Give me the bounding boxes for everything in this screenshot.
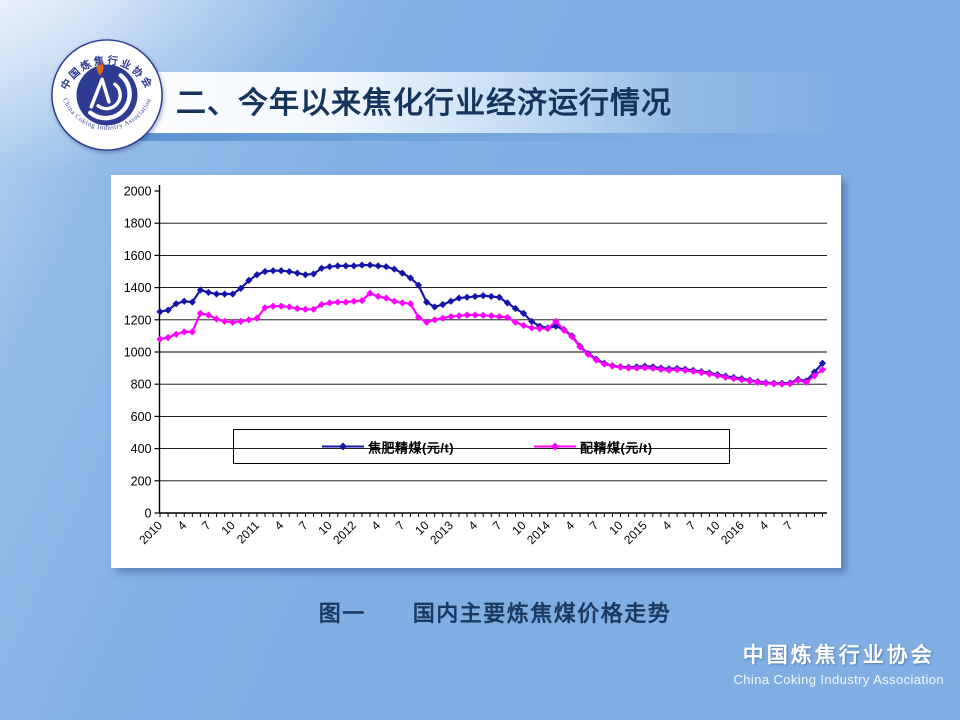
svg-text:2014: 2014 (524, 518, 553, 547)
svg-text:7: 7 (781, 518, 796, 533)
figure-caption: 图一 国内主要炼焦煤价格走势 (318, 601, 672, 626)
svg-text:400: 400 (131, 442, 152, 456)
svg-text:4: 4 (659, 518, 674, 533)
series1-line-marker-icon (322, 442, 364, 451)
svg-text:2016: 2016 (718, 518, 747, 547)
svg-text:0: 0 (145, 507, 152, 521)
legend-item-jiaofei: 焦肥精煤(元/t) (322, 437, 454, 456)
svg-text:2000: 2000 (124, 185, 152, 199)
svg-text:7: 7 (199, 518, 214, 533)
svg-text:4: 4 (272, 518, 287, 533)
logo-emblem-inner-arc-icon (96, 82, 122, 111)
svg-text:7: 7 (684, 518, 699, 533)
footer-org-name-en: China Coking Industry Association (733, 672, 944, 687)
legend-label-jiaofei: 焦肥精煤(元/t) (368, 440, 455, 455)
slide-title: 二、今年以来焦化行业经济运行情况 (176, 87, 672, 120)
svg-text:7: 7 (490, 518, 505, 533)
svg-text:1800: 1800 (124, 217, 152, 231)
svg-text:4: 4 (563, 518, 578, 533)
svg-text:7: 7 (296, 518, 311, 533)
footer-brand: 中国炼焦行业协会 China Coking Industry Associati… (734, 639, 944, 687)
svg-text:800: 800 (131, 378, 152, 392)
svg-text:2010: 2010 (136, 518, 165, 547)
chart-legend: 焦肥精煤(元/t) 配精煤(元/t) (233, 429, 730, 464)
association-logo-icon: 中国炼焦行业协会 China Coking Industry Associati… (51, 39, 163, 151)
svg-text:1200: 1200 (124, 313, 152, 327)
svg-text:4: 4 (175, 518, 190, 533)
logo-emblem-a-mark-icon (89, 77, 111, 109)
series2-line-marker-icon (534, 442, 576, 451)
svg-text:7: 7 (393, 518, 408, 533)
title-banner: 二、今年以来焦化行业经济运行情况 (104, 72, 855, 141)
logo-emblem-outer-arc-icon (88, 73, 132, 121)
svg-text:4: 4 (756, 518, 771, 533)
svg-text:2013: 2013 (427, 518, 456, 547)
svg-text:600: 600 (131, 410, 152, 424)
logo-flame-icon (96, 60, 104, 76)
coking-coal-price-line-chart: 0 200 400 600 800 1000 1200 1400 1600 1800 2000 201… (124, 185, 827, 547)
chart-panel: 0 200 400 600 800 1000 1200 1400 1600 1800 2000 201… (111, 175, 841, 568)
svg-text:2012: 2012 (330, 518, 359, 547)
svg-text:1000: 1000 (124, 346, 152, 360)
svg-text:4: 4 (369, 518, 384, 533)
svg-text:1400: 1400 (124, 281, 152, 295)
svg-text:2011: 2011 (234, 518, 262, 546)
svg-text:1600: 1600 (124, 249, 152, 263)
svg-text:4: 4 (466, 518, 481, 533)
banner-edge-strip (106, 133, 842, 141)
legend-label-peijing: 配精煤(元/t) (580, 440, 653, 455)
svg-text:2015: 2015 (621, 518, 650, 547)
footer-org-name-cn: 中国炼焦行业协会 (742, 643, 935, 667)
svg-text:200: 200 (131, 474, 152, 488)
legend-item-peijing: 配精煤(元/t) (534, 437, 653, 456)
svg-text:7: 7 (587, 518, 602, 533)
